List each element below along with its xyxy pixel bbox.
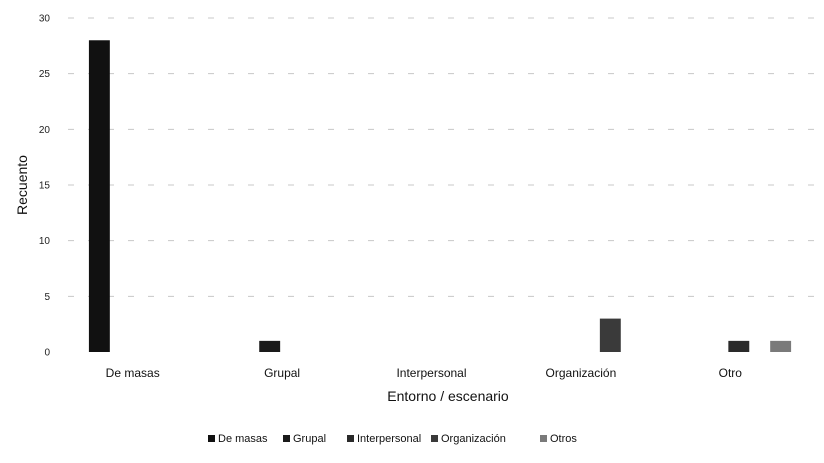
bars	[88, 40, 792, 353]
x-axis-categories: De masas Grupal Interpersonal Organización O…	[106, 366, 743, 380]
x-tick-label: Organización	[546, 366, 617, 380]
legend-label: De masas	[218, 433, 268, 445]
y-tick-label: 30	[39, 14, 51, 25]
x-tick-label: Interpersonal	[396, 366, 466, 380]
legend-swatch	[208, 435, 215, 442]
y-axis-title: Recuento	[14, 155, 30, 215]
y-tick-label: 0	[44, 348, 50, 359]
gridlines	[68, 17, 815, 297]
y-tick-label: 20	[39, 125, 51, 136]
bar	[599, 318, 621, 352]
y-tick-label: 10	[39, 236, 51, 247]
x-tick-label: Grupal	[264, 366, 300, 380]
legend-swatch	[431, 435, 438, 442]
x-tick-label: Otro	[719, 366, 743, 380]
legend: De masas Grupal Interpersonal Organización O…	[208, 433, 577, 445]
y-axis-ticks: 0 5 10 15 20 25 30	[39, 14, 51, 359]
legend-label: Organización	[441, 433, 506, 445]
bar	[728, 340, 750, 352]
x-tick-label: De masas	[106, 366, 160, 380]
legend-swatch	[540, 435, 547, 442]
legend-label: Interpersonal	[357, 433, 421, 445]
x-axis-title: Entorno / escenario	[387, 388, 509, 404]
y-tick-label: 25	[39, 69, 51, 80]
bar	[259, 340, 281, 352]
legend-label: Otros	[550, 433, 577, 445]
bar	[770, 340, 792, 352]
legend-swatch	[347, 435, 354, 442]
y-tick-label: 15	[39, 181, 51, 192]
legend-swatch	[283, 435, 290, 442]
legend-label: Grupal	[293, 433, 326, 445]
bar	[88, 40, 110, 353]
y-tick-label: 5	[44, 292, 50, 303]
